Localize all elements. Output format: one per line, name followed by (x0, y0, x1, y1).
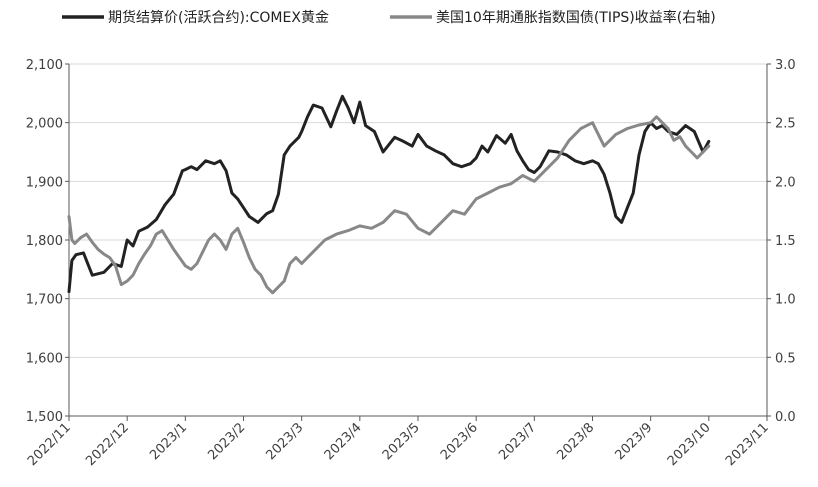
right-tick-label-6: 3.0 (775, 58, 796, 73)
x-tick-label-11: 2023/10 (665, 420, 714, 469)
left-tick-label-3: 1,800 (26, 234, 63, 249)
legend-label-1: 美国10年期通胀指数国债(TIPS)收益率(右轴) (436, 9, 716, 26)
x-tick-label-3: 2023/2 (205, 420, 248, 463)
x-tick-label-8: 2023/7 (496, 420, 539, 463)
x-tick-label-1: 2022/12 (83, 420, 132, 469)
left-tick-label-4: 1,900 (26, 175, 63, 190)
series-0-line-0 (67, 94, 711, 294)
right-tick-label-1: 0.5 (775, 351, 796, 366)
x-tick-label-2: 2023/1 (147, 420, 190, 463)
left-tick-label-6: 2,100 (26, 58, 63, 73)
x-tick-label-5: 2023/4 (322, 420, 365, 463)
x-tick-label-12: 2023/11 (723, 420, 772, 469)
left-tick-label-2: 1,700 (26, 293, 63, 308)
right-tick-label-3: 1.5 (775, 234, 796, 249)
right-tick-label-0: 0.0 (775, 410, 796, 425)
x-tick-label-10: 2023/9 (613, 420, 656, 463)
right-tick-label-2: 1.0 (775, 293, 796, 308)
x-tick-label-9: 2023/8 (554, 420, 597, 463)
series-1-line-0 (67, 115, 711, 295)
x-tick-label-7: 2023/6 (438, 420, 481, 463)
x-tick-label-6: 2023/5 (380, 420, 423, 463)
right-tick-label-5: 2.5 (775, 117, 796, 132)
left-tick-label-0: 1,500 (26, 410, 63, 425)
legend-label-0: 期货结算价(活跃合约):COMEX黄金 (108, 9, 329, 26)
left-tick-label-1: 1,600 (26, 351, 63, 366)
right-tick-label-4: 2.0 (775, 175, 796, 190)
x-tick-label-0: 2022/11 (25, 420, 74, 469)
left-tick-label-5: 2,000 (26, 117, 63, 132)
x-tick-label-4: 2023/3 (264, 420, 307, 463)
